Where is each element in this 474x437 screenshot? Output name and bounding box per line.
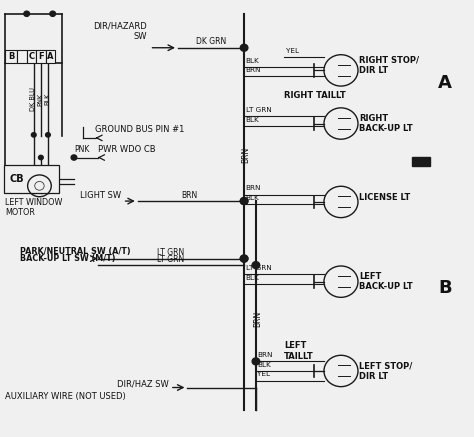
Circle shape	[71, 155, 77, 160]
Text: RIGHT
BACK-UP LT: RIGHT BACK-UP LT	[359, 114, 413, 133]
Text: BLK: BLK	[246, 58, 259, 64]
Text: LT GRN: LT GRN	[246, 265, 271, 271]
Text: BLK: BLK	[246, 275, 259, 281]
Bar	[5, 50, 17, 62]
Text: BRN: BRN	[253, 311, 262, 327]
Circle shape	[252, 262, 260, 269]
Text: DIR/HAZARD
SW: DIR/HAZARD SW	[93, 21, 147, 41]
Circle shape	[252, 358, 260, 365]
Text: PNK: PNK	[74, 145, 89, 154]
Text: LT GRN: LT GRN	[157, 248, 184, 257]
Text: BACK-UP LT SW (M/T): BACK-UP LT SW (M/T)	[19, 254, 115, 263]
Text: LEFT STOP/
DIR LT: LEFT STOP/ DIR LT	[359, 361, 412, 381]
Text: DK GRN: DK GRN	[196, 37, 226, 46]
Bar	[46, 50, 55, 62]
Text: RIGHT TAILLT: RIGHT TAILLT	[284, 91, 346, 100]
Text: BLK: BLK	[257, 362, 271, 368]
Text: LICENSE LT: LICENSE LT	[359, 193, 410, 202]
Text: PARK/NEUTRAL SW (A/T): PARK/NEUTRAL SW (A/T)	[19, 247, 130, 257]
Circle shape	[240, 198, 248, 205]
Text: C: C	[28, 52, 35, 61]
Text: A: A	[47, 52, 54, 61]
Text: BRN: BRN	[246, 185, 261, 191]
Circle shape	[240, 44, 248, 51]
Circle shape	[50, 11, 55, 16]
Text: LEFT
TAILLT: LEFT TAILLT	[284, 341, 314, 361]
Circle shape	[24, 11, 29, 16]
Text: BLK: BLK	[246, 195, 259, 201]
Text: BLK: BLK	[45, 93, 51, 105]
Circle shape	[46, 133, 50, 137]
Text: DK BLU: DK BLU	[30, 87, 36, 111]
Circle shape	[240, 198, 248, 205]
Circle shape	[240, 255, 248, 262]
Text: YEL: YEL	[257, 371, 270, 378]
Text: LIGHT SW: LIGHT SW	[80, 191, 121, 200]
Text: BRN: BRN	[182, 191, 198, 200]
Text: BRN: BRN	[257, 352, 273, 358]
Text: BRN: BRN	[241, 147, 250, 163]
Text: GROUND BUS PIN #1: GROUND BUS PIN #1	[95, 125, 184, 135]
Text: RIGHT STOP/
DIR LT: RIGHT STOP/ DIR LT	[359, 55, 419, 75]
Circle shape	[31, 133, 36, 137]
Text: DIR/HAZ SW: DIR/HAZ SW	[117, 379, 168, 388]
Circle shape	[240, 255, 248, 262]
Text: LEFT
BACK-UP LT: LEFT BACK-UP LT	[359, 272, 413, 291]
Text: LT GRN: LT GRN	[157, 255, 184, 264]
Text: PWR WDO CB: PWR WDO CB	[98, 145, 155, 154]
Text: LEFT WINDOW
MOTOR: LEFT WINDOW MOTOR	[5, 198, 63, 217]
Text: BRN: BRN	[246, 67, 261, 73]
Circle shape	[38, 155, 43, 160]
Text: BLK: BLK	[246, 117, 259, 123]
Bar	[27, 50, 36, 62]
Bar	[36, 50, 46, 62]
Bar	[17, 50, 27, 62]
Text: CB: CB	[9, 174, 24, 184]
Text: B: B	[438, 279, 452, 297]
Text: LT GRN: LT GRN	[246, 107, 271, 113]
Bar	[4, 165, 59, 193]
Text: A: A	[438, 74, 452, 93]
Bar	[412, 156, 430, 166]
Text: AUXILIARY WIRE (NOT USED): AUXILIARY WIRE (NOT USED)	[5, 392, 126, 401]
Text: B: B	[8, 52, 15, 61]
Text: PNK: PNK	[37, 93, 44, 106]
Text: F: F	[38, 52, 44, 61]
Text: YEL: YEL	[286, 48, 299, 54]
